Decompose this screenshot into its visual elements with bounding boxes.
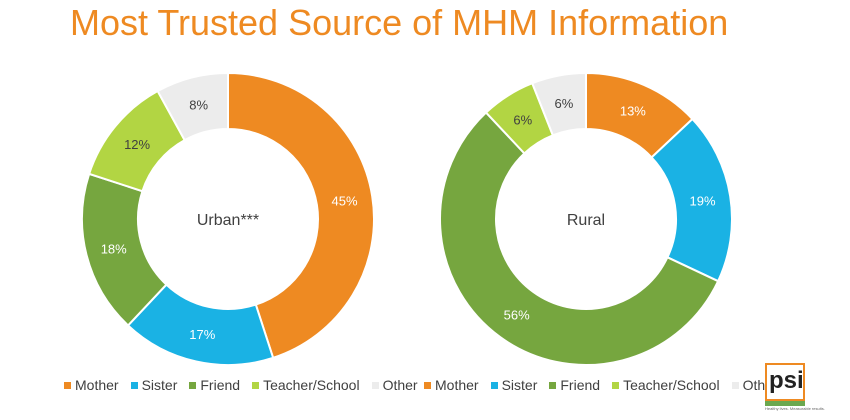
logo-bar [765,401,805,406]
legend-item: Teacher/School [252,377,360,393]
legend-swatch [490,381,498,389]
center-label: Rural [567,212,605,229]
legend-label: Other [382,377,418,393]
data-label: 45% [332,194,358,209]
data-label: 6% [554,96,573,111]
donut-slice-other [530,71,587,137]
data-label: 56% [504,307,530,322]
legend-item: Friend [189,377,240,393]
legend-swatch [189,381,197,389]
legend-swatch [64,381,71,389]
legend-label: Mother [435,377,479,393]
logo-frame [765,363,805,401]
legend-label: Teacher/School [623,377,720,393]
center-label: Urban*** [197,212,259,229]
legend-label: Mother [75,377,119,393]
legend-label: Friend [200,377,241,393]
legend-item: Mother [424,377,479,393]
legend-swatch [424,381,431,389]
legend-item: Teacher/School [612,377,720,393]
legend-swatch [252,381,260,389]
donut-slice-mother [227,71,375,360]
donut-slice-friend [439,111,720,366]
legend-swatch [371,381,379,389]
legend-urban: Mother Sister Friend Teacher/School Other [64,377,418,393]
legend-swatch [731,381,739,389]
legend-label: Sister [501,377,538,393]
legend-item: Sister [130,377,178,393]
data-label: 12% [124,137,150,152]
psi-logo: psi Healthy lives. Measurable results. [765,363,825,411]
legend-rural: Mother Sister Friend Teacher/School Other [424,377,778,393]
legend-swatch [130,381,138,389]
data-label: 19% [690,194,716,209]
legend-swatch [549,381,557,389]
data-label: 13% [620,104,646,119]
legend-label: Friend [560,377,601,393]
legend-item: Sister [490,377,538,393]
data-label: 17% [189,327,215,342]
legend-item: Mother [64,377,119,393]
data-label: 6% [513,112,532,127]
legend-swatch [612,381,620,389]
legend-label: Teacher/School [263,377,360,393]
logo-tagline: Healthy lives. Measurable results. [765,406,825,411]
logo-text: psi [769,367,804,394]
donut-slice-other [156,71,229,142]
legend-item: Other [371,377,418,393]
legend-label: Sister [141,377,178,393]
data-label: 8% [189,98,208,113]
chart-title: Most Trusted Source of MHM Information [70,2,729,43]
data-label: 18% [101,241,127,256]
legend-item: Friend [549,377,600,393]
